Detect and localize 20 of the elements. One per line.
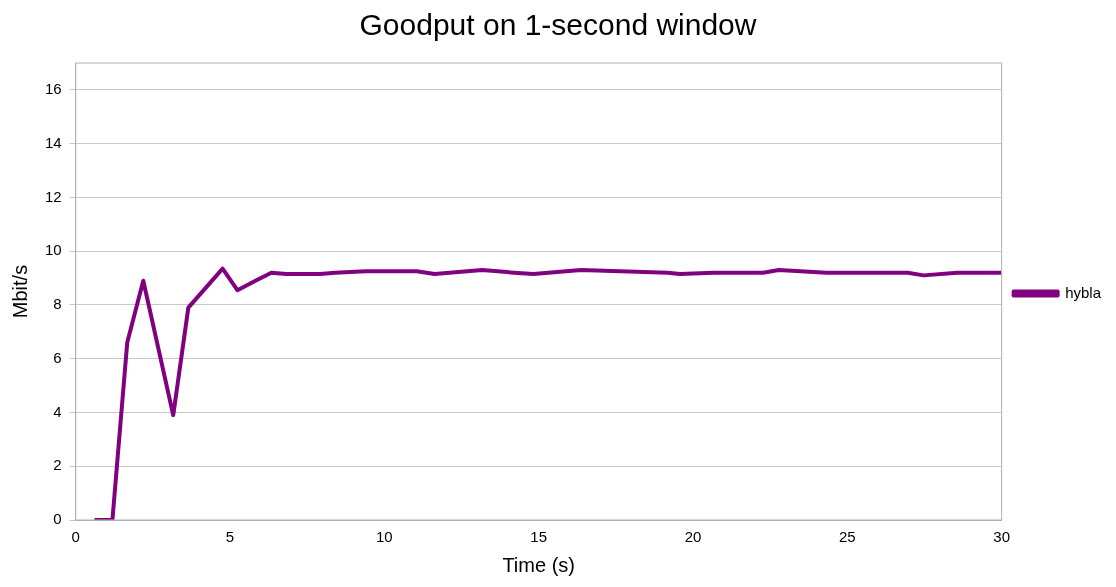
y-tick-label: 10 — [45, 241, 62, 259]
x-tick-label: 5 — [225, 528, 235, 546]
x-axis-title: Time (s) — [502, 553, 575, 576]
legend-label: hybla — [1065, 283, 1102, 301]
y-tick-label: 16 — [45, 80, 62, 98]
y-tick-label: 12 — [45, 187, 62, 205]
x-tick-label: 10 — [375, 528, 393, 546]
x-tick-label: 0 — [71, 528, 80, 546]
y-tick-label: 0 — [53, 510, 62, 528]
x-tick-label: 20 — [684, 528, 702, 546]
y-tick-label: 2 — [53, 456, 62, 474]
y-tick-label: 4 — [53, 402, 62, 420]
x-tick-label: 15 — [530, 528, 548, 546]
chart-title: Goodput on 1-second window — [359, 8, 757, 42]
x-tick-label: 25 — [838, 528, 856, 546]
y-tick-label: 14 — [45, 133, 62, 151]
y-tick-label: 6 — [53, 348, 62, 366]
x-tick-label: 30 — [993, 528, 1010, 546]
y-axis-title: Mbit/s — [8, 264, 31, 319]
y-tick-label: 8 — [53, 295, 62, 313]
